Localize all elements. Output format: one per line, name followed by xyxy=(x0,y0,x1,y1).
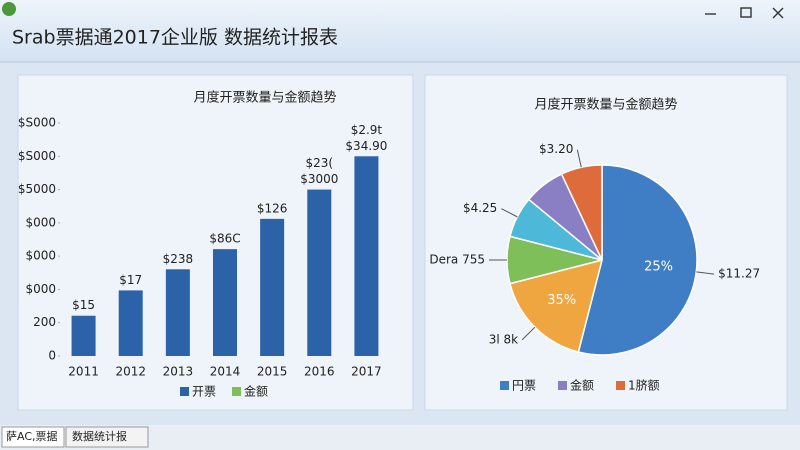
window-title: Srab票据通2017企业版 数据统计报表 xyxy=(12,27,338,49)
legend-label: 金额 xyxy=(244,384,268,399)
slice-label: $4.25 xyxy=(463,201,497,215)
x-tick-label: 2016 xyxy=(304,365,335,379)
legend-swatch xyxy=(616,381,625,390)
y-tick-label: $S000 xyxy=(18,116,56,130)
y-tick-label: $000 xyxy=(25,215,56,229)
y-tick-label: $5000 xyxy=(18,182,56,196)
y-tick-label: $000 xyxy=(25,282,56,296)
tab-label: 萨AC,票据 xyxy=(6,429,58,443)
legend-swatch xyxy=(558,381,567,390)
legend-label: 円票 xyxy=(512,379,536,393)
leader-line xyxy=(696,271,715,275)
tab[interactable] xyxy=(1,426,65,448)
slice-label: $3.20 xyxy=(539,142,573,156)
legend-label: 开票 xyxy=(192,385,216,399)
data-label: $86C xyxy=(209,232,240,246)
x-tick-label: 2014 xyxy=(210,365,241,379)
leader-line xyxy=(576,149,582,168)
bar xyxy=(354,156,379,356)
y-tick-label: $000 xyxy=(25,249,56,263)
y-tick-label: 0 xyxy=(48,349,56,363)
maximize[interactable] xyxy=(740,7,752,18)
bar xyxy=(71,315,96,356)
slice-label: Dera 755 xyxy=(429,253,485,267)
data-label: $3000 xyxy=(300,172,338,186)
legend-label: 1脐额 xyxy=(628,378,660,393)
close[interactable] xyxy=(772,7,784,19)
bar xyxy=(118,290,143,356)
bar xyxy=(260,218,285,356)
inner-label: 25% xyxy=(644,260,673,275)
bar xyxy=(165,269,190,356)
data-label: $23( xyxy=(305,156,333,170)
data-label: $2.9t xyxy=(351,123,383,137)
chart-title: 月度开票数量与金额趋势 xyxy=(534,97,677,113)
legend-swatch xyxy=(232,387,241,396)
data-label: $17 xyxy=(119,273,142,287)
x-tick-label: 2015 xyxy=(257,365,288,379)
slice-label: 3l 8k xyxy=(489,332,518,346)
y-tick-label: 200 xyxy=(33,315,56,329)
data-label: $15 xyxy=(72,298,95,312)
pie-slice xyxy=(509,258,604,353)
chart-title: 月度开票数量与金额趋势 xyxy=(193,90,336,106)
app-icon xyxy=(2,2,16,16)
data-label: $34.90 xyxy=(345,139,387,153)
leader-line xyxy=(501,208,518,218)
data-label: $238 xyxy=(163,252,194,266)
y-tick-label: $S000 xyxy=(18,149,56,163)
legend-swatch xyxy=(500,381,509,390)
inner-label: 35% xyxy=(547,293,576,308)
x-tick-label: 2017 xyxy=(351,365,382,379)
x-tick-label: 2011 xyxy=(68,365,99,379)
tab[interactable] xyxy=(65,426,149,448)
slice-label: $11.27 xyxy=(718,267,760,281)
x-tick-label: 2012 xyxy=(115,365,146,379)
bar xyxy=(213,249,237,356)
bar xyxy=(307,189,332,356)
header xyxy=(0,0,800,62)
tab-label: 数据统计报 xyxy=(72,429,127,443)
leader-line xyxy=(521,326,536,341)
data-label: $126 xyxy=(257,201,288,215)
x-tick-label: 2013 xyxy=(163,365,194,379)
legend-swatch xyxy=(180,387,189,396)
legend-label: 金额 xyxy=(570,378,594,393)
